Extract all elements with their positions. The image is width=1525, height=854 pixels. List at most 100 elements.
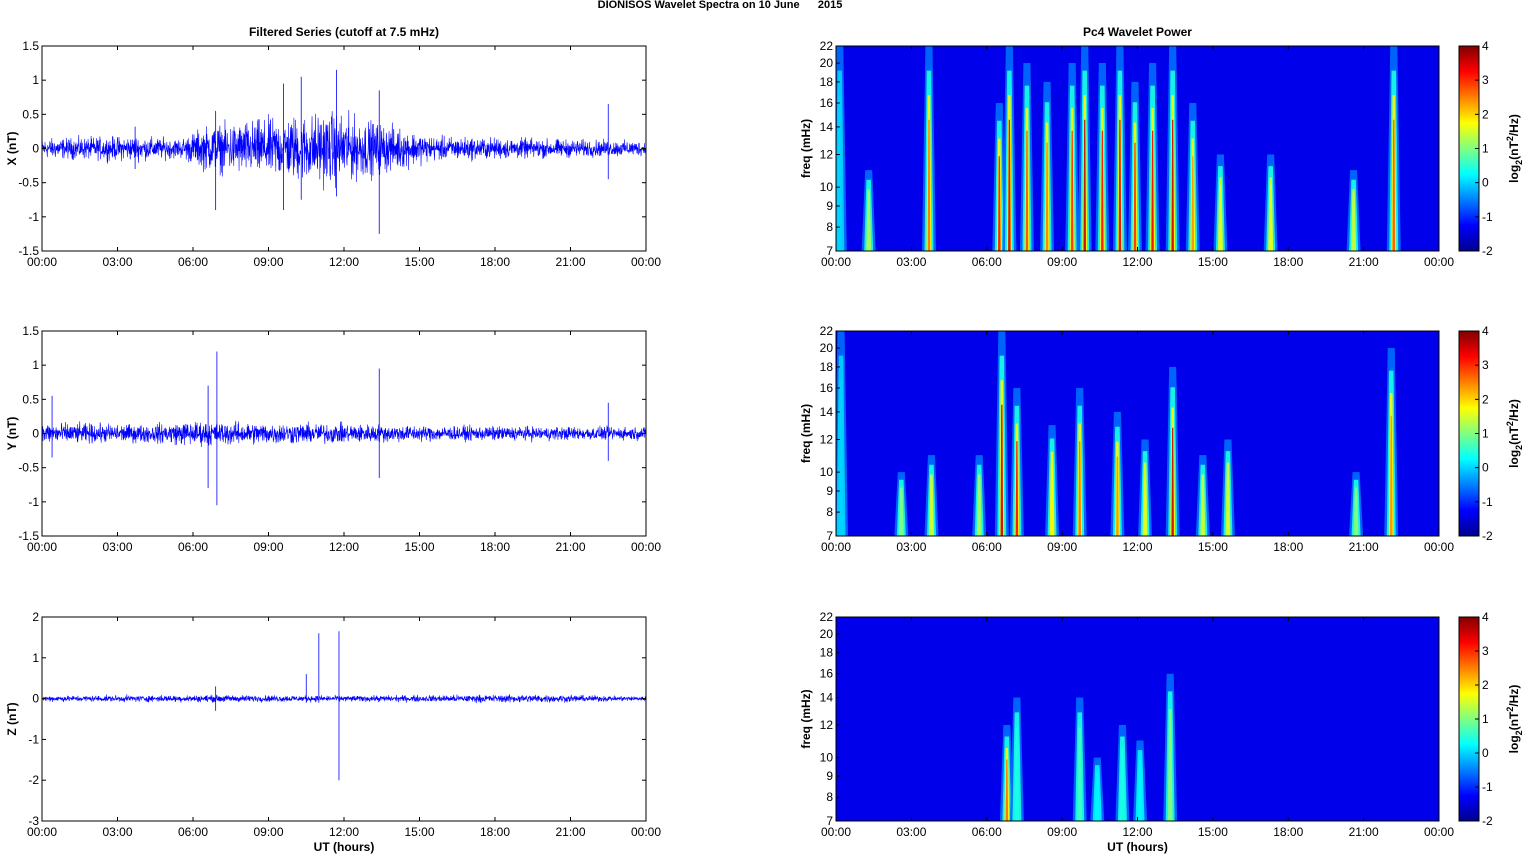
wavelet-y-streak — [1354, 495, 1358, 536]
wavelet-y-streak — [1116, 456, 1119, 536]
time-series-z-xtick-label: 12:00 — [329, 825, 359, 839]
time-series-x-ytick-label: 0 — [32, 142, 39, 156]
wavelet-y-streak — [1000, 404, 1004, 536]
time-series-x-ytick-label: -1.5 — [18, 244, 39, 258]
wavelet-x-xtick-label: 15:00 — [1198, 255, 1228, 269]
time-series-z-plot-area — [42, 617, 646, 821]
wavelet-z-ytick-label: 14 — [820, 691, 834, 705]
time-series-z-xtick-label: 03:00 — [102, 825, 132, 839]
time-series-z-xtick-label: 15:00 — [404, 825, 434, 839]
time-series-z-series-line — [42, 694, 646, 704]
time-series-y-ylabel: Y (nT) — [5, 417, 19, 451]
wavelet-y-xtick-label: 09:00 — [1047, 540, 1077, 554]
time-series-z-ytick-label: -1 — [28, 732, 39, 746]
time-series-z-ytick-label: -2 — [28, 773, 39, 787]
wavelet-z-streak — [1168, 726, 1172, 821]
wavelet-z-colorbar-tick-label: 1 — [1482, 712, 1489, 726]
wavelet-y-colorbar-tick-label: 0 — [1482, 461, 1489, 475]
wavelet-x-xtick-label: 09:00 — [1047, 255, 1077, 269]
wavelet-y-streak — [930, 484, 933, 536]
wavelet-y-streak — [977, 484, 981, 536]
time-series-y-ytick-label: -1.5 — [18, 529, 39, 543]
time-series-x-ytick-label: 1 — [32, 73, 39, 87]
wavelet-y-streak — [1226, 474, 1230, 536]
time-series-x: -1.5 -1 -0.5 0 0.5 1 1.5 X (nT) Filtered Series … — [5, 25, 661, 269]
wavelet-y-xtick-label: 12:00 — [1122, 540, 1152, 554]
wavelet-x-ytick-label: 18 — [820, 75, 834, 89]
wavelet-y-ytick-label: 14 — [820, 405, 834, 419]
wavelet-y-ytick-label: 8 — [826, 505, 833, 519]
wavelet-z-streaks — [999, 673, 1178, 821]
time-series-y-xtick-label: 15:00 — [404, 540, 434, 554]
wavelet-x-streak — [1191, 156, 1195, 251]
wavelet-z-ytick-label: 20 — [820, 627, 834, 641]
wavelet-y-ytick-label: 7 — [826, 529, 833, 543]
wavelet-z-streak — [1096, 780, 1099, 821]
wavelet-x-colorbar-tick-label: -1 — [1482, 210, 1493, 224]
wavelet-x-ytick-label: 9 — [826, 199, 833, 213]
wavelet-x-streak — [838, 119, 842, 251]
wavelet-x-streak — [1025, 130, 1029, 251]
wavelet-y-ytick-label: 22 — [820, 324, 834, 338]
wavelet-x-xtick-label: 06:00 — [972, 255, 1002, 269]
wavelet-x-xtick-label: 21:00 — [1349, 255, 1379, 269]
wavelet-y-ytick-label: 18 — [820, 360, 834, 374]
wavelet-z-ytick-label: 16 — [820, 667, 834, 681]
time-series-z-xtick-label: 09:00 — [253, 825, 283, 839]
wavelet-z-colorbar-label: log2(nT2/Hz) — [1505, 685, 1524, 754]
wavelet-z-streak — [1138, 769, 1142, 821]
time-series-x-xtick-label: 09:00 — [253, 255, 283, 269]
wavelet-y-streak — [900, 495, 903, 536]
wavelet-x-streak — [1101, 130, 1104, 251]
time-series-x-xtick-label: 00:00 — [27, 255, 57, 269]
time-series-x-xtick-label: 18:00 — [480, 255, 510, 269]
wavelet-z-ytick-label: 7 — [826, 814, 833, 828]
wavelet-x-colorbar-tick-label: -2 — [1482, 244, 1493, 258]
wavelet-z-colorbar-tick-label: 2 — [1482, 678, 1489, 692]
wavelet-z-xtick-label: 00:00 — [1424, 825, 1454, 839]
time-series-y-xtick-label: 00:00 — [27, 540, 57, 554]
wavelet-x-colorbar-tick-label: 2 — [1482, 107, 1489, 121]
time-series-x-title: Filtered Series (cutoff at 7.5 mHz) — [249, 25, 439, 39]
time-series-x-xtick-label: 00:00 — [631, 255, 661, 269]
wavelet-x-streak — [1083, 119, 1086, 251]
wavelet-z-xtick-label: 09:00 — [1047, 825, 1077, 839]
wavelet-z-xtick-label: 15:00 — [1198, 825, 1228, 839]
time-series-x-ytick-label: 1.5 — [22, 39, 39, 53]
wavelet-x-ytick-label: 20 — [820, 56, 834, 70]
wavelet-y-colorbar-tick-label: -2 — [1482, 529, 1493, 543]
wavelet-y-colorbar-tick-label: 4 — [1482, 324, 1489, 338]
wavelet-z-colorbar-tick-label: 4 — [1482, 610, 1489, 624]
wavelet-y-ylabel: freq (mHz) — [799, 404, 813, 463]
time-series-z-xtick-label: 00:00 — [631, 825, 661, 839]
wavelet-z-xtick-label: 21:00 — [1349, 825, 1379, 839]
wavelet-y-ytick-label: 12 — [820, 433, 834, 447]
time-series-x-xtick-label: 21:00 — [555, 255, 585, 269]
time-series-y-ytick-label: 1 — [32, 358, 39, 372]
time-series-z-ytick-label: 0 — [32, 692, 39, 706]
wavelet-x-streak — [1045, 142, 1049, 251]
wavelet-x-title: Pc4 Wavelet Power — [1083, 25, 1192, 39]
wavelet-z-colorbar: -2 -1 0 1 2 3 4 log2(nT2/Hz) — [1458, 610, 1524, 828]
wavelet-x-colorbar-tick-label: 4 — [1482, 39, 1489, 53]
wavelet-y-streak — [1015, 441, 1019, 536]
wavelet-x-streak — [1008, 119, 1011, 251]
time-series-x-ylabel: X (nT) — [5, 132, 19, 166]
time-series-x-ytick-label: 0.5 — [22, 107, 39, 121]
time-series-y-ytick-label: 1.5 — [22, 324, 39, 338]
wavelet-y-xtick-label: 21:00 — [1349, 540, 1379, 554]
wavelet-x-streak — [867, 199, 870, 251]
wavelet-x-ytick-label: 14 — [820, 120, 834, 134]
wavelet-z-colorbar-tick-label: -1 — [1482, 780, 1493, 794]
wavelet-x-xtick-label: 18:00 — [1273, 255, 1303, 269]
wavelet-z-ytick-label: 18 — [820, 646, 834, 660]
wavelet-y-colorbar: -2 -1 0 1 2 3 4 log2(nT2/Hz) — [1458, 324, 1524, 543]
wavelet-y-colorbar-tick-label: -1 — [1482, 495, 1493, 509]
wavelet-y-streak — [1390, 415, 1393, 536]
time-series-z-ytick-label: 2 — [32, 610, 39, 624]
time-series-y-ytick-label: -0.5 — [18, 461, 39, 475]
wavelet-x-ytick-label: 16 — [820, 96, 834, 110]
